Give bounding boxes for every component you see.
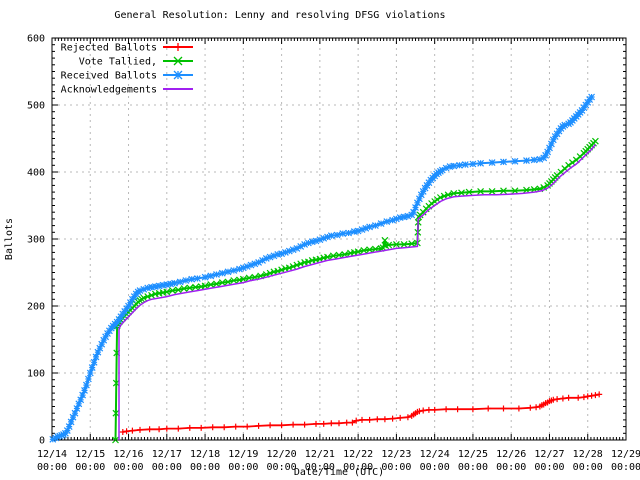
y-tick-label: 400 — [27, 168, 45, 179]
x-tick-label-date: 12/16 — [113, 449, 143, 460]
grid-lines — [52, 38, 626, 440]
x-tick-label-date: 12/24 — [420, 449, 450, 460]
x-tick-label-time: 00:00 — [496, 462, 526, 473]
legend-sample-marker — [174, 43, 182, 51]
legend-label: Rejected Ballots — [61, 43, 157, 54]
series-acknowledgements — [118, 144, 596, 440]
x-tick-label-date: 12/23 — [381, 449, 411, 460]
x-tick-label-date: 12/18 — [190, 449, 220, 460]
legend-sample-marker — [173, 56, 183, 66]
x-axis-label: Date/Time (UTC) — [294, 467, 384, 478]
x-tick-label-date: 12/15 — [75, 449, 105, 460]
series-markers — [119, 391, 603, 435]
legend-label: Vote Tallied, — [79, 57, 157, 68]
legend-item-rejected-ballots: Rejected Ballots — [61, 43, 193, 54]
series-received-ballots — [49, 93, 596, 443]
x-tick-label-time: 00:00 — [267, 462, 297, 473]
y-tick-label: 100 — [27, 369, 45, 380]
y-tick-labels: 0 100 200 300 400 500 600 — [27, 34, 45, 447]
x-tick-label-time: 00:00 — [343, 462, 373, 473]
x-tick-label-date: 12/29 — [611, 449, 640, 460]
x-tick-label-time: 00:00 — [228, 462, 258, 473]
legend-label: Received Ballots — [61, 71, 157, 82]
series-vote-tallied — [112, 137, 599, 444]
y-tick-label: 500 — [27, 101, 45, 112]
chart-title: General Resolution: Lenny and resolving … — [114, 10, 445, 21]
x-tick-label-date: 12/27 — [534, 449, 564, 460]
x-tick-label-date: 12/17 — [152, 449, 182, 460]
x-tick-label-time: 00:00 — [190, 462, 220, 473]
x-tick-labels: 12/14 00:00 12/15 00:00 12/16 00:00 12/17 00:00… — [37, 449, 640, 473]
series-line — [52, 96, 593, 441]
legend-item-vote-tallied: Vote Tallied, — [79, 57, 193, 68]
y-tick-label: 600 — [27, 34, 45, 45]
x-tick-label-time: 00:00 — [381, 462, 411, 473]
y-tick-label: 300 — [27, 235, 45, 246]
chart-root: 010020030040050060012/1400:0012/1500:001… — [27, 34, 640, 474]
y-tick-label: 200 — [27, 302, 45, 313]
x-tick-label-time: 00:00 — [152, 462, 182, 473]
x-tick-label-time: 00:00 — [458, 462, 488, 473]
y-tick-label: 0 — [39, 436, 45, 447]
x-tick-label-time: 00:00 — [37, 462, 67, 473]
x-tick-label-time: 00:00 — [75, 462, 105, 473]
x-tick-label-date: 12/19 — [228, 449, 258, 460]
legend-sample-marker — [173, 70, 183, 80]
series-line — [122, 393, 600, 433]
x-tick-label-date: 12/20 — [267, 449, 297, 460]
x-tick-label-date: 12/28 — [573, 449, 603, 460]
legend-label: Acknowledgements — [61, 85, 157, 96]
series-markers — [49, 93, 596, 443]
x-tick-label-time: 00:00 — [611, 462, 640, 473]
series-rejected-ballots — [119, 391, 603, 435]
x-tick-label-time: 00:00 — [573, 462, 603, 473]
legend-item-received-ballots: Received Ballots — [61, 71, 193, 82]
x-tick-label-time: 00:00 — [420, 462, 450, 473]
x-tick-label-date: 12/14 — [37, 449, 67, 460]
series-line — [118, 144, 596, 440]
x-tick-label-date: 12/25 — [458, 449, 488, 460]
x-tick-label-date: 12/26 — [496, 449, 526, 460]
y-axis-label: Ballots — [4, 218, 15, 260]
x-tick-label-date: 12/21 — [305, 449, 335, 460]
legend-item-acknowledgements: Acknowledgements — [61, 85, 193, 96]
x-tick-label-date: 12/22 — [343, 449, 373, 460]
series-markers — [112, 137, 599, 444]
legend: Rejected Ballots Vote Tallied, Received Ba… — [61, 43, 193, 96]
x-tick-label-time: 00:00 — [113, 462, 143, 473]
x-tick-label-time: 00:00 — [305, 462, 335, 473]
axis-ticks — [51, 37, 627, 441]
x-tick-label-time: 00:00 — [534, 462, 564, 473]
